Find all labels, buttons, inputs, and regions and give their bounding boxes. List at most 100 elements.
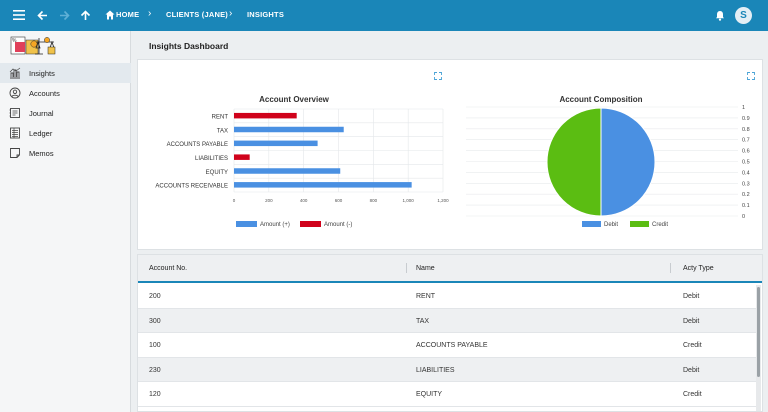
- sidebar-item-accounts[interactable]: Accounts: [0, 83, 131, 103]
- cell-acty-type: Credit: [683, 342, 702, 349]
- sidebar-item-label: Ledger: [29, 129, 53, 138]
- sidebar-item-memos[interactable]: Memos: [0, 143, 131, 163]
- x-tick-label: 400: [300, 198, 308, 203]
- column-divider[interactable]: [406, 263, 407, 273]
- page-title: Insights Dashboard: [149, 41, 229, 51]
- legend-swatch[interactable]: [300, 221, 321, 227]
- x-tick-label: 200: [265, 198, 273, 203]
- bar[interactable]: [234, 154, 250, 160]
- sidebar-item-insights[interactable]: Insights: [0, 63, 131, 83]
- column-header-acty-type[interactable]: Acty Type: [683, 265, 714, 272]
- sidebar-item-label: Accounts: [29, 89, 60, 98]
- x-tick-label: 1,200: [437, 198, 449, 203]
- back-arrow-icon[interactable]: [33, 6, 51, 24]
- column-header-account-no[interactable]: Account No.: [149, 265, 188, 272]
- y-tick-label: 1: [742, 105, 745, 111]
- scrollbar-thumb[interactable]: [757, 287, 760, 377]
- insights-chart-icon: [9, 67, 21, 79]
- breadcrumb-separator-icon: ›: [229, 8, 233, 19]
- home-icon[interactable]: [101, 6, 119, 24]
- cell-name: TAX: [416, 317, 430, 325]
- y-tick-label: 0.7: [742, 138, 750, 144]
- bar[interactable]: [234, 126, 344, 133]
- accounts-table: Account No. Name Acty Type 200 RENT Debi…: [137, 254, 763, 412]
- y-tick-label: 0.8: [742, 127, 750, 133]
- forward-arrow-icon[interactable]: [55, 6, 73, 24]
- bell-icon[interactable]: [711, 6, 729, 24]
- user-avatar[interactable]: S: [735, 7, 752, 24]
- cell-account-no: 300: [149, 317, 161, 325]
- x-tick-label: 800: [370, 198, 378, 203]
- category-label: EQUITY: [206, 170, 228, 176]
- y-tick-label: 0.1: [742, 203, 750, 209]
- sidebar-item-label: Insights: [29, 69, 55, 78]
- legend-label[interactable]: Debit: [604, 222, 618, 228]
- category-label: RENT: [212, 114, 229, 120]
- legend-swatch[interactable]: [582, 221, 601, 227]
- breadcrumb-client[interactable]: CLIENTS (JANE): [166, 10, 228, 19]
- account-composition-chart: Account Composition 1 0.9 0.8 0.7 0.6 0.5 0.4 0…: [466, 95, 750, 228]
- sidebar-item-label: Journal: [29, 109, 54, 118]
- breadcrumb-current: INSIGHTS: [247, 10, 285, 19]
- cell-acty-type: Debit: [683, 293, 700, 300]
- sidebar-item-ledger[interactable]: Ledger: [0, 123, 131, 143]
- cell-name: EQUITY: [416, 391, 443, 398]
- y-tick-label: 0.5: [742, 160, 750, 166]
- table-row[interactable]: 200 RENT Debit: [138, 284, 756, 309]
- table-row[interactable]: 230 LIABILITIES Debit: [138, 357, 756, 382]
- cell-account-no: 200: [149, 293, 161, 300]
- cell-acty-type: Credit: [683, 391, 702, 398]
- y-tick-label: 0.2: [742, 192, 750, 198]
- expand-chart-icon[interactable]: [747, 72, 755, 80]
- pie-slice[interactable]: [546, 107, 602, 217]
- category-label: TAX: [217, 128, 228, 134]
- breadcrumb-home[interactable]: HOME: [116, 10, 140, 19]
- cell-acty-type: Debit: [683, 317, 700, 325]
- cell-account-no: 100: [149, 342, 161, 349]
- legend-label[interactable]: Credit: [652, 222, 668, 228]
- bar[interactable]: [234, 182, 412, 188]
- legend-swatch[interactable]: [236, 221, 257, 227]
- account-overview-chart: Account Overview RENT TAX ACCOUNTS PAYABLE…: [155, 95, 449, 228]
- page-header: Insights Dashboard: [137, 36, 763, 56]
- up-arrow-icon[interactable]: [76, 6, 94, 24]
- sidebar-item-journal[interactable]: Journal: [0, 103, 131, 123]
- y-tick-label: 0: [742, 214, 745, 220]
- legend-swatch[interactable]: [630, 221, 649, 227]
- ledger-icon: [9, 127, 21, 139]
- menu-icon[interactable]: [10, 6, 28, 24]
- y-tick-label: 0.6: [742, 149, 750, 155]
- y-tick-label: 0.3: [742, 181, 750, 187]
- legend-label[interactable]: Amount (-): [324, 222, 352, 228]
- journal-icon: [9, 107, 21, 119]
- sidebar-item-label: Memos: [29, 149, 54, 158]
- breadcrumb-separator-icon: ›: [148, 8, 152, 19]
- category-label: LIABILITIES: [195, 156, 228, 162]
- table-row[interactable]: 120 EQUITY Credit: [138, 382, 756, 407]
- bar[interactable]: [234, 168, 341, 174]
- accounts-icon: [9, 87, 21, 99]
- svg-text:%: %: [12, 38, 17, 44]
- table-header: Account No. Name Acty Type: [138, 255, 762, 283]
- sidebar: % Insights Accounts Journal Ledger: [0, 31, 131, 412]
- bar[interactable]: [234, 112, 297, 119]
- memo-icon: [9, 147, 21, 159]
- chart-title: Account Overview: [259, 95, 330, 104]
- column-header-name[interactable]: Name: [416, 265, 435, 272]
- legend-label[interactable]: Amount (+): [260, 222, 290, 228]
- y-tick-label: 0.9: [742, 116, 750, 122]
- column-divider[interactable]: [670, 263, 671, 273]
- x-tick-label: 1,000: [403, 198, 415, 203]
- cell-name: ACCOUNTS PAYABLE: [416, 342, 488, 349]
- bar[interactable]: [234, 140, 318, 147]
- table-row[interactable]: 300 TAX Debit: [138, 308, 756, 333]
- top-app-bar: HOME › CLIENTS (JANE) › INSIGHTS S: [0, 0, 768, 31]
- pie-slice[interactable]: [600, 107, 656, 217]
- charts-card: Account Overview RENT TAX ACCOUNTS PAYABLE…: [137, 59, 763, 250]
- vertical-scrollbar[interactable]: [756, 285, 761, 411]
- category-label: ACCOUNTS RECEIVABLE: [155, 184, 228, 190]
- expand-chart-icon[interactable]: [434, 72, 442, 80]
- app-logo: %: [10, 34, 56, 56]
- cell-account-no: 120: [149, 391, 161, 398]
- table-row[interactable]: 100 ACCOUNTS PAYABLE Credit: [138, 333, 756, 358]
